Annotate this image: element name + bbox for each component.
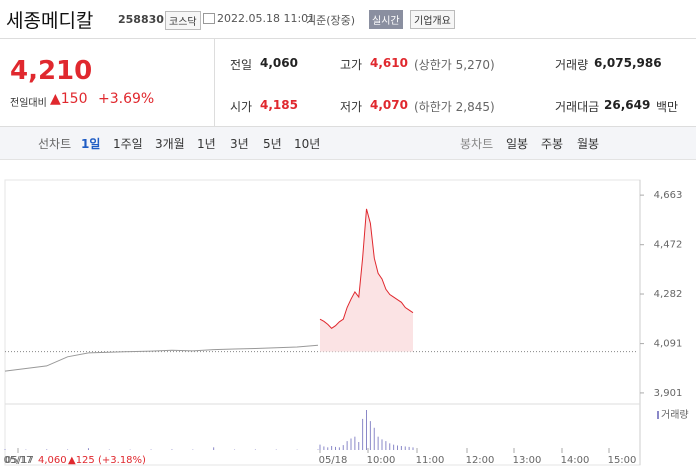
change-rate: +3.69% — [98, 91, 155, 107]
x-tick-label: 10:00 — [367, 455, 396, 466]
summary-label: 거래대금 — [555, 100, 600, 114]
stock-name: 세종메디칼 — [6, 10, 94, 32]
summary-label: 시가 — [230, 100, 253, 114]
price-line — [4, 344, 319, 372]
realtime-badge[interactable]: 실시간 — [369, 10, 403, 29]
price: 4,210 — [10, 56, 93, 86]
tab[interactable]: 1주일 — [113, 137, 143, 151]
x-tick-label: 14:00 — [561, 455, 590, 466]
summary-label: 고가 — [340, 58, 363, 72]
chart: 3,901 4,091 4,282 4,472 4,663 05/17 05/18 10:00… — [4, 179, 689, 466]
summary-value: 6,075,986 — [594, 56, 662, 70]
summary-label: 저가 — [340, 100, 363, 114]
y-tick-label: 4,663 — [654, 190, 683, 201]
price-line — [319, 208, 414, 329]
basis: 기준(장중) — [306, 14, 356, 27]
y-tick-label: 4,091 — [654, 339, 683, 350]
y-tick-label: 4,472 — [654, 240, 683, 251]
footer-rate: (+3.18%) — [98, 455, 146, 466]
tab[interactable]: 주봉 — [541, 137, 564, 151]
calendar-icon — [203, 13, 215, 24]
tab[interactable]: 월봉 — [577, 137, 600, 151]
summary-value: 4,610 — [370, 56, 408, 70]
x-tick-label: 05/17 — [4, 455, 33, 466]
summary-value: 4,185 — [260, 98, 298, 112]
company-info[interactable]: 기업개요 — [410, 10, 455, 29]
summary-extra: (하한가 2,845) — [414, 100, 495, 114]
tab[interactable]: 3년 — [230, 137, 249, 151]
summary-label: 거래량 — [555, 58, 589, 72]
tab[interactable]: 일봉 — [506, 137, 529, 151]
summary-value: 26,649 — [604, 98, 651, 112]
stock-code: 258830 — [118, 13, 164, 26]
summary-value: 4,070 — [370, 98, 408, 112]
market: 코스닥 — [165, 11, 201, 30]
tab[interactable]: 1년 — [197, 137, 216, 151]
footer-close: 4,060 — [38, 455, 67, 466]
y-tick-label: 3,901 — [654, 388, 683, 399]
tab-group-label: 봉차트 — [460, 137, 494, 151]
area — [320, 208, 413, 352]
legend: 거래량 — [661, 409, 689, 421]
legend-swatch — [657, 411, 659, 419]
tab[interactable]: 3개월 — [155, 137, 185, 151]
tab[interactable]: 1일 — [81, 137, 101, 151]
change-label: 전일대비 — [10, 98, 47, 109]
summary-label: 전일 — [230, 58, 253, 72]
tab[interactable]: 10년 — [294, 137, 321, 151]
summary-unit: 백만 — [656, 100, 679, 114]
footer-date: 05/17 — [5, 455, 34, 466]
divider — [0, 38, 696, 39]
divider — [214, 38, 215, 126]
x-tick-label: 11:00 — [416, 455, 445, 466]
tab-bar — [0, 126, 696, 160]
x-tick-label: 13:00 — [513, 455, 542, 466]
tab[interactable]: 5년 — [263, 137, 282, 151]
summary-value: 4,060 — [260, 56, 298, 70]
tab-group-label: 선차트 — [38, 137, 72, 151]
footer-change: ▲125 — [68, 455, 95, 466]
x-tick-label: 12:00 — [466, 455, 495, 466]
summary-extra: (상한가 5,270) — [414, 58, 495, 72]
x-tick-label: 05/18 — [319, 455, 348, 466]
x-tick-label: 15:00 — [608, 455, 637, 466]
change: ▲150 — [50, 91, 88, 107]
datetime: 2022.05.18 11:01 — [217, 12, 316, 25]
y-tick-label: 4,282 — [654, 289, 683, 300]
